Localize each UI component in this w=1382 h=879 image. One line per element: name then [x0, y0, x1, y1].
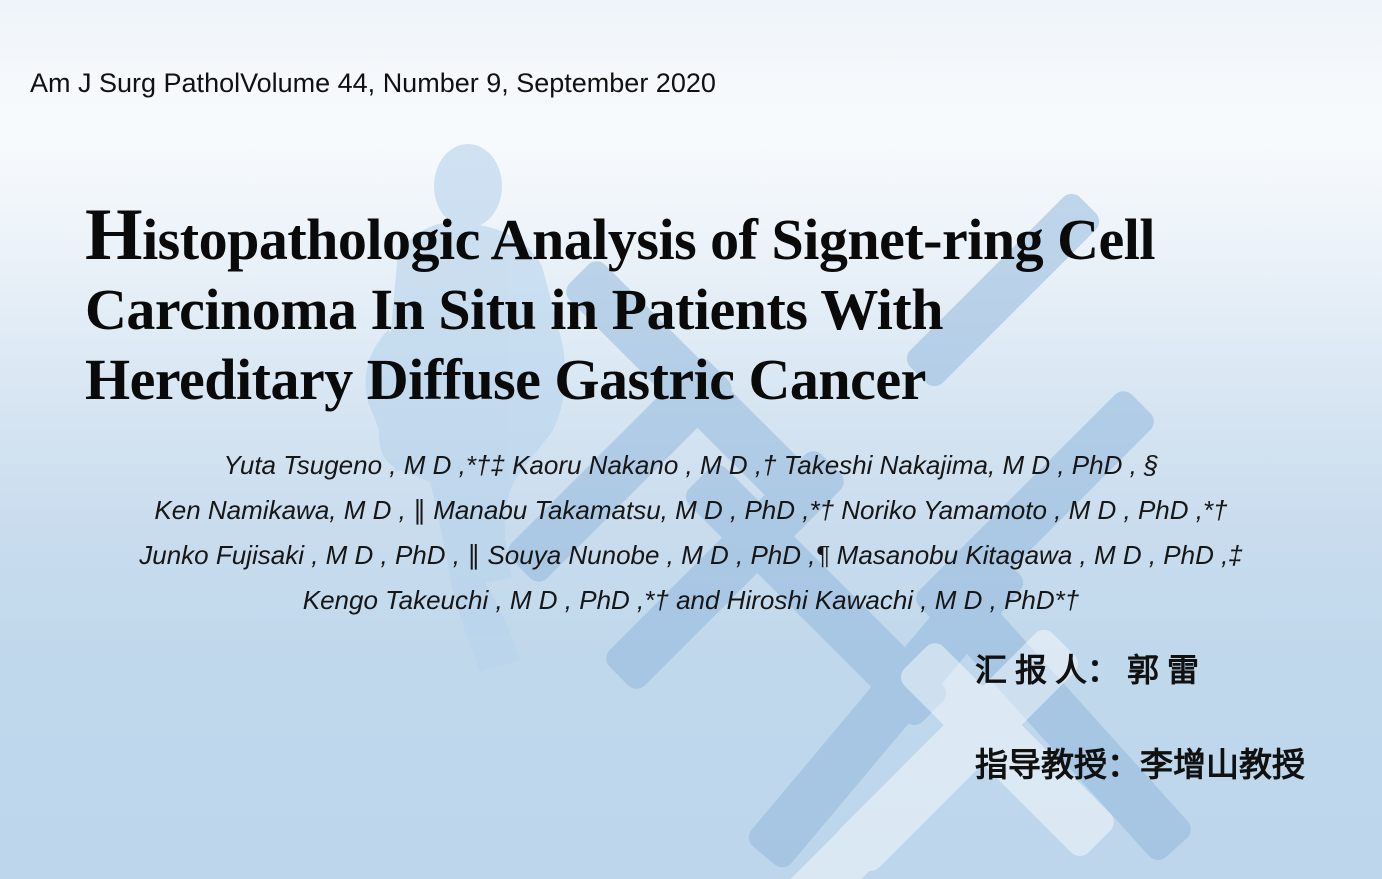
title-drop-cap: H — [85, 194, 143, 276]
authors-block: Yuta Tsugeno , M D ,*†‡ Kaoru Nakano , M… — [0, 443, 1382, 623]
author-line-1: Yuta Tsugeno , M D ,*†‡ Kaoru Nakano , M… — [223, 450, 1159, 480]
author-line-2: Ken Namikawa, M D , ∥ Manabu Takamatsu, … — [154, 495, 1228, 525]
title-line-3: Hereditary Diffuse Gastric Cancer — [85, 347, 926, 412]
title-line-1: Histopathologic Analysis of Signet-ring … — [85, 198, 1155, 275]
author-line-3: Junko Fujisaki , M D , PhD , ∥ Souya Nun… — [139, 540, 1243, 570]
title-line-2: Carcinoma In Situ in Patients With — [85, 277, 943, 342]
journal-reference: Am J Surg PatholVolume 44, Number 9, Sep… — [30, 68, 716, 98]
author-line-4: Kengo Takeuchi , M D , PhD ,*† and Hiros… — [302, 585, 1080, 615]
title-line-1-text: istopathologic Analysis of Signet-ring C… — [142, 207, 1155, 272]
presenter-block: 汇 报 人： 郭 雷 指导教授：李增山教授 — [975, 645, 1305, 786]
reporter-line: 汇 报 人： 郭 雷 — [975, 652, 1200, 688]
paper-title: Histopathologic Analysis of Signet-ring … — [85, 198, 1155, 415]
advisor-line: 指导教授：李增山教授 — [975, 748, 1305, 784]
